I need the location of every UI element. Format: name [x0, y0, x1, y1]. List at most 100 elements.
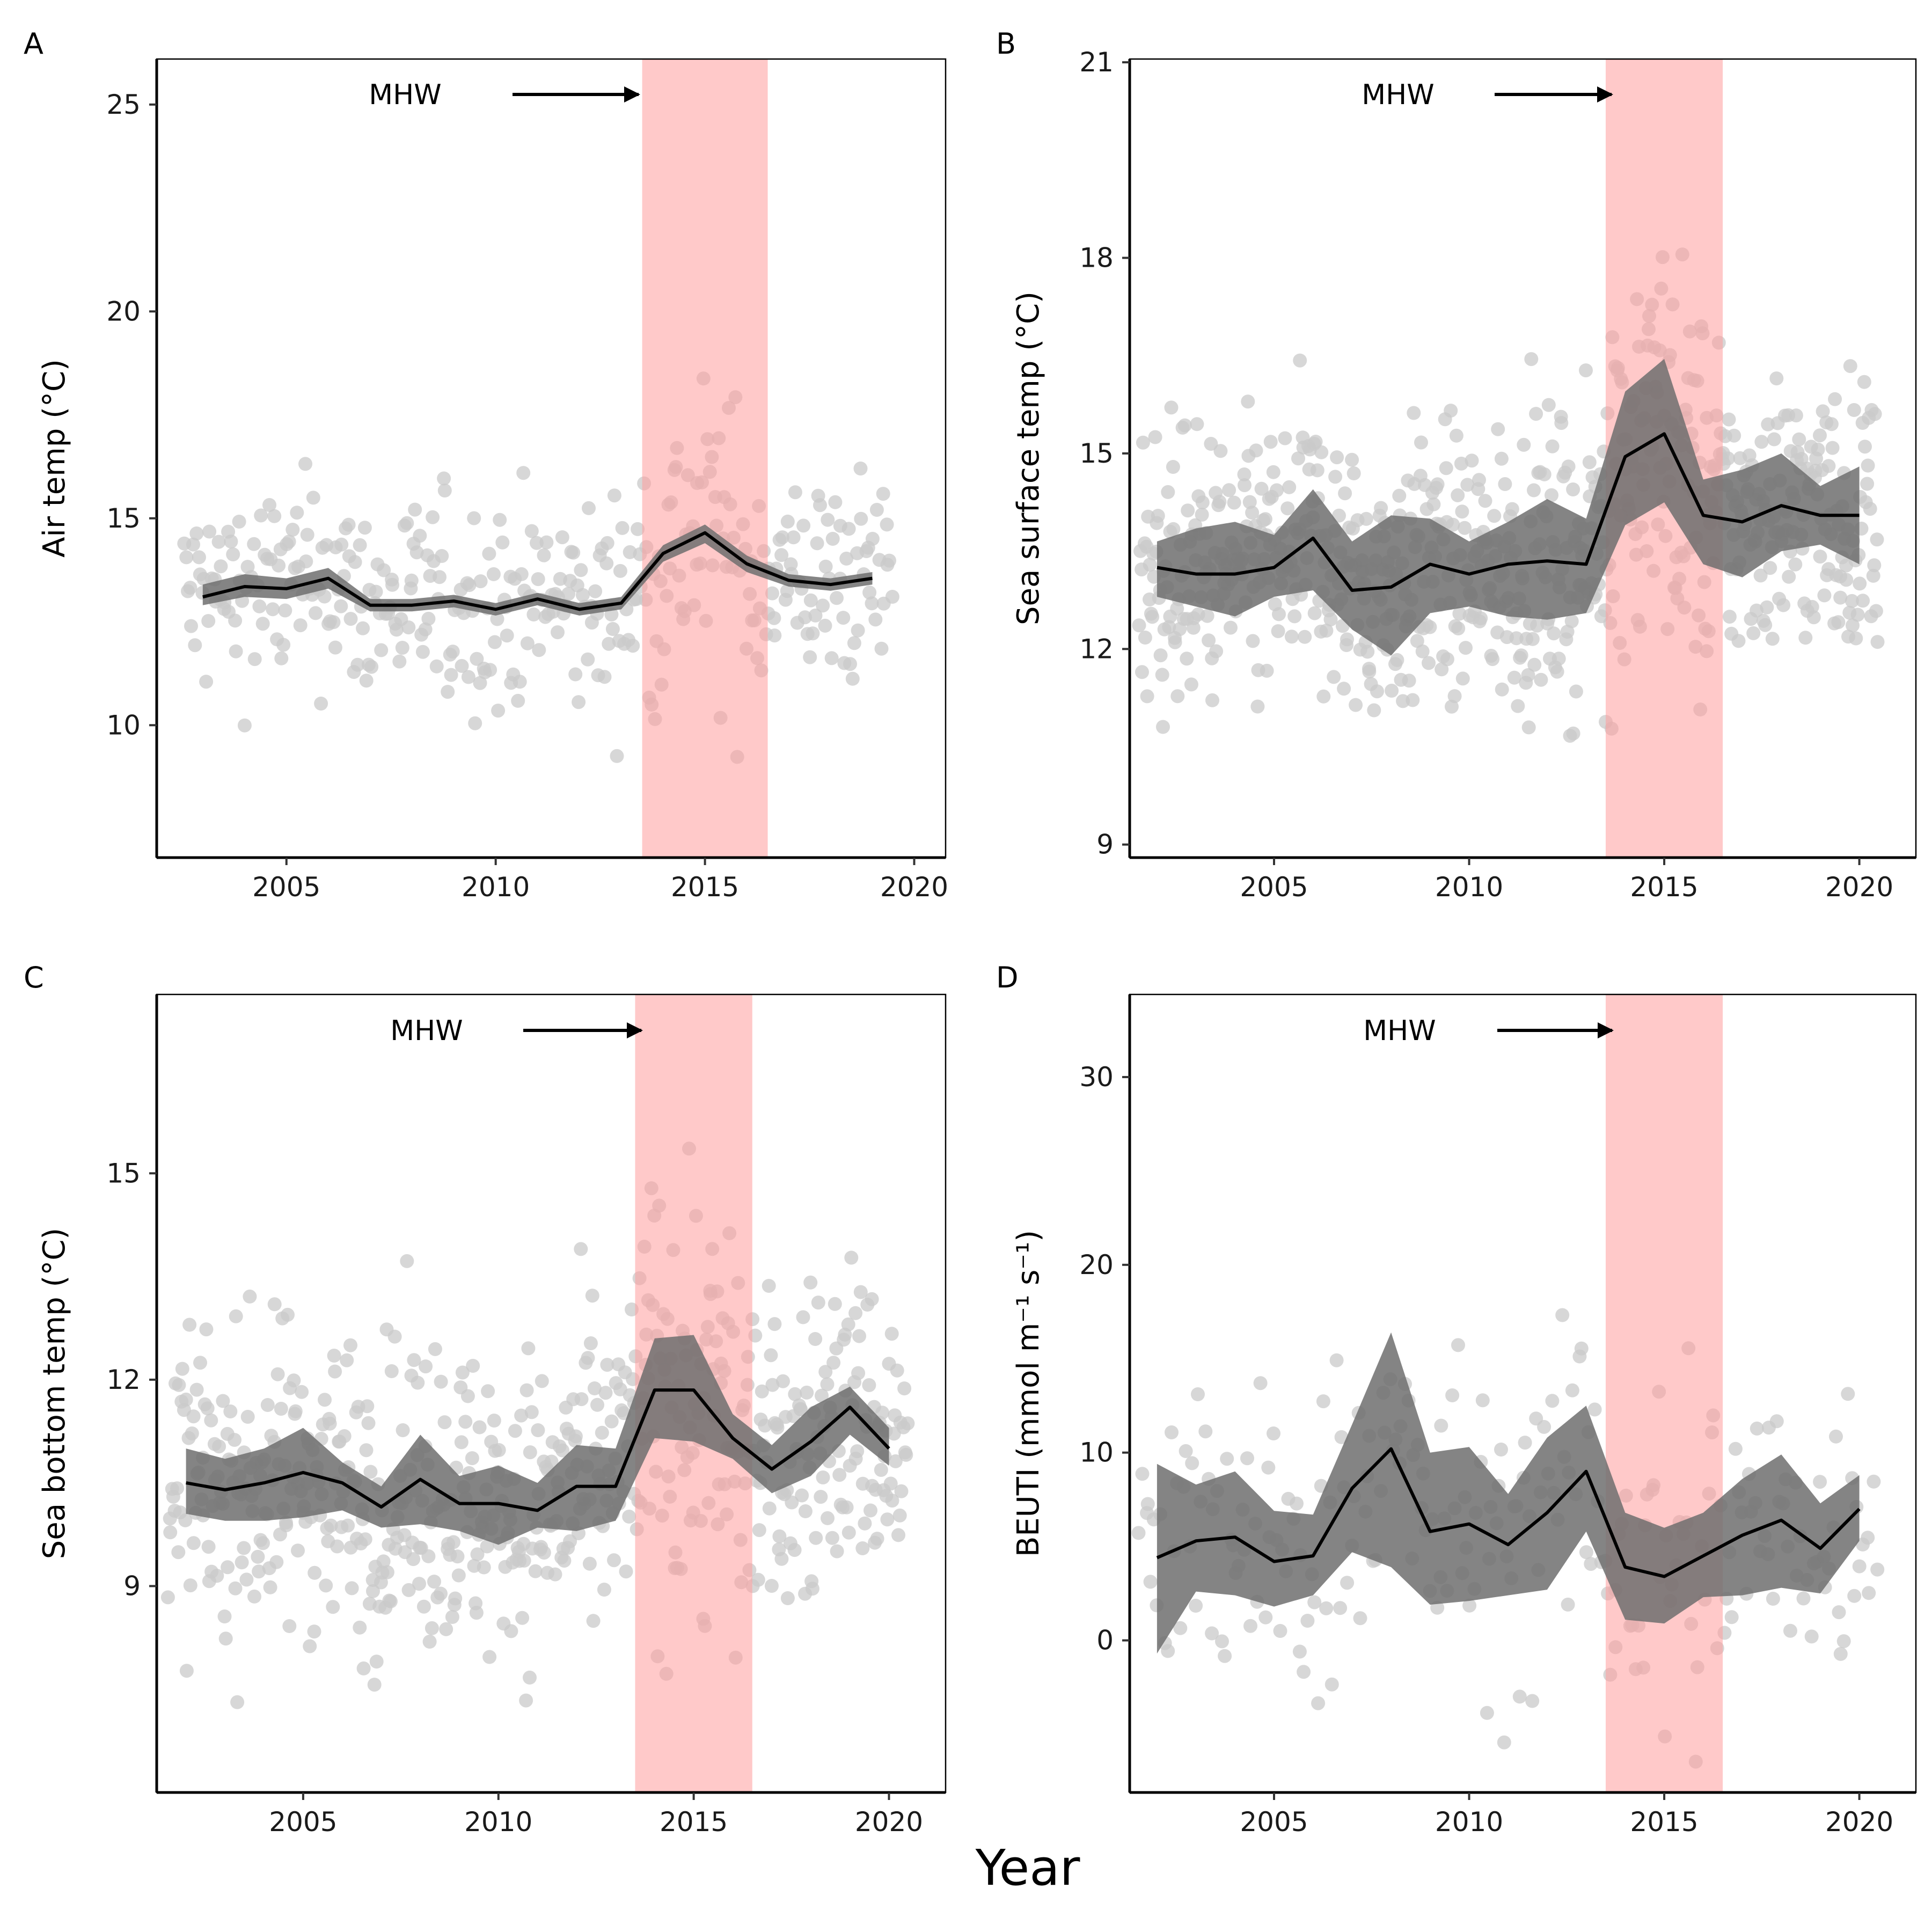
- observation-point: [341, 1518, 355, 1533]
- observation-point: [230, 1695, 245, 1709]
- observation-point: [1587, 1402, 1602, 1417]
- observation-point: [795, 1488, 809, 1503]
- observation-point: [1390, 653, 1404, 667]
- observation-point: [1860, 477, 1875, 491]
- observation-point: [504, 1624, 518, 1638]
- observation-point: [1205, 1626, 1219, 1641]
- observation-point: [1213, 444, 1228, 458]
- observation-point: [1156, 720, 1170, 734]
- observation-point: [1266, 465, 1280, 479]
- observation-point: [869, 503, 884, 517]
- observation-point: [885, 1494, 899, 1508]
- observation-point: [1292, 1644, 1307, 1659]
- observation-point: [1249, 443, 1263, 458]
- observation-point: [1278, 431, 1292, 445]
- observation-point: [171, 1545, 186, 1560]
- observation-point: [818, 1365, 833, 1379]
- observation-point: [260, 1398, 275, 1412]
- observation-point: [604, 1414, 619, 1429]
- observation-point: [400, 516, 414, 530]
- observation-point: [1843, 359, 1857, 374]
- observation-point: [894, 1484, 909, 1498]
- observation-point: [353, 1620, 367, 1635]
- observation-point: [818, 559, 833, 574]
- confidence-ribbon: [186, 1335, 889, 1545]
- observation-point: [575, 588, 590, 602]
- observation-point: [1170, 689, 1185, 704]
- observation-point: [252, 599, 267, 613]
- observation-point: [186, 1536, 201, 1550]
- observation-point: [520, 636, 535, 650]
- observation-point: [450, 1549, 465, 1564]
- observation-point: [1165, 1425, 1179, 1439]
- observation-point: [493, 513, 507, 527]
- observation-point: [1825, 441, 1840, 455]
- observation-point: [865, 532, 880, 546]
- observation-point: [1811, 442, 1825, 457]
- observation-point: [415, 645, 430, 659]
- observation-point: [818, 618, 832, 633]
- observation-point: [1850, 608, 1865, 622]
- observation-point: [1191, 1387, 1205, 1401]
- observation-point: [585, 1289, 599, 1303]
- observation-point: [1478, 494, 1492, 508]
- observation-point: [853, 462, 868, 475]
- observation-point: [1370, 684, 1384, 699]
- observation-point: [1143, 558, 1157, 572]
- observation-point: [212, 1439, 226, 1454]
- observation-point: [619, 1564, 633, 1579]
- observation-point: [263, 1580, 277, 1594]
- observation-point: [1847, 403, 1861, 417]
- observation-point: [590, 1397, 604, 1412]
- observation-point: [392, 654, 407, 669]
- observation-point: [1423, 620, 1437, 634]
- observation-point: [286, 523, 300, 537]
- mean-line: [1157, 432, 1860, 592]
- observation-point: [210, 1569, 224, 1583]
- observation-point: [767, 1317, 782, 1331]
- x-tick-label: 2015: [1630, 1806, 1698, 1838]
- observation-point: [228, 1433, 241, 1447]
- observation-point: [796, 1310, 810, 1324]
- observation-point: [851, 623, 865, 638]
- observation-point: [1237, 467, 1252, 481]
- observation-point: [845, 671, 860, 686]
- observation-point: [1138, 631, 1152, 645]
- observation-point: [1462, 1598, 1477, 1613]
- observation-point: [218, 1631, 233, 1646]
- observation-point: [337, 1429, 352, 1443]
- observation-point: [300, 528, 314, 542]
- observation-point: [433, 570, 447, 584]
- observation-point: [1525, 632, 1540, 646]
- observation-point: [348, 555, 362, 569]
- observation-point: [1813, 550, 1827, 564]
- observation-point: [189, 526, 204, 540]
- observation-point: [808, 1332, 823, 1346]
- observation-point: [598, 1386, 613, 1400]
- observation-point: [435, 549, 449, 563]
- observation-point: [574, 1392, 589, 1407]
- y-tick-label: 10: [1079, 1437, 1114, 1468]
- observation-point: [875, 1406, 889, 1420]
- observation-point: [816, 1470, 830, 1484]
- observation-point: [247, 652, 262, 667]
- observation-point: [551, 625, 565, 640]
- observation-point: [217, 1609, 232, 1623]
- observation-point: [326, 1600, 340, 1614]
- observation-point: [762, 1279, 776, 1293]
- observation-point: [401, 1583, 416, 1597]
- observation-point: [1367, 703, 1381, 718]
- observation-point: [1177, 418, 1192, 433]
- observation-point: [199, 675, 214, 689]
- observation-point: [803, 1275, 818, 1290]
- observation-point: [882, 553, 896, 568]
- observation-point: [1330, 450, 1344, 465]
- observation-point: [836, 611, 851, 625]
- observation-point: [389, 623, 404, 637]
- observation-point: [770, 1421, 785, 1435]
- observation-point: [163, 1525, 178, 1540]
- observation-point: [508, 1424, 522, 1438]
- observation-point: [295, 1385, 309, 1399]
- observation-point: [888, 1454, 903, 1468]
- observation-point: [848, 1306, 863, 1320]
